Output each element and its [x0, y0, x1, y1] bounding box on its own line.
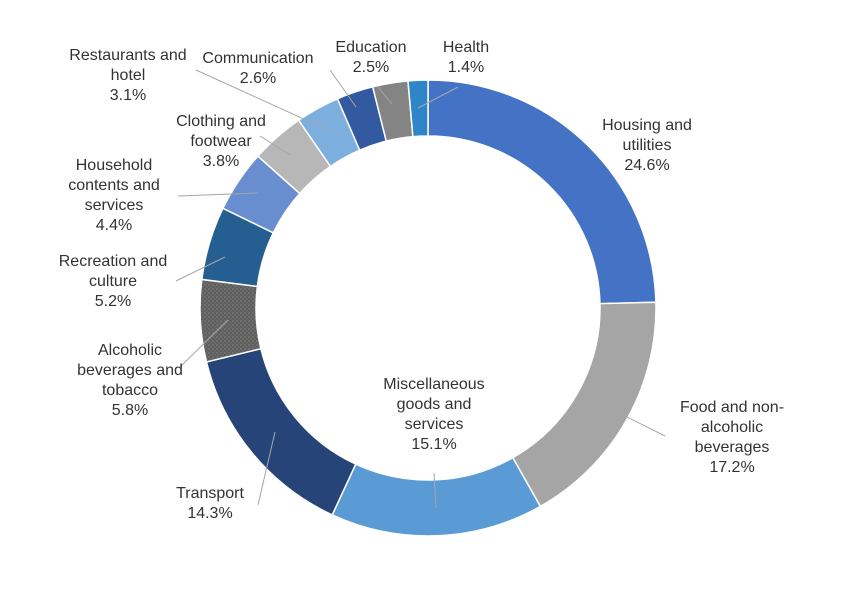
data-label-line: Transport [176, 485, 244, 502]
slice-food-and-non-alcoholic-beverages [511, 301, 657, 508]
data-label-line: footwear [190, 133, 252, 150]
leader-line [417, 86, 459, 109]
data-label-line: Restaurants and [69, 47, 186, 64]
data-label-line: 15.1% [411, 436, 456, 453]
data-label-line: 3.8% [203, 153, 239, 170]
data-label-line: 5.8% [112, 402, 148, 419]
data-label-line: 2.6% [240, 70, 276, 87]
leader-line [177, 192, 259, 197]
slice-housing-and-utilities [427, 79, 657, 305]
data-label-line: Miscellaneous [383, 376, 484, 393]
data-label-line: 24.6% [624, 157, 669, 174]
data-label-line: Health [443, 39, 489, 56]
data-label-line: Recreation and [59, 253, 168, 270]
data-label-line: services [405, 416, 464, 433]
data-label-line: beverages [695, 439, 770, 456]
leader-lines-group [175, 69, 666, 509]
data-label-line: 5.2% [95, 293, 131, 310]
data-label-line: services [85, 197, 144, 214]
leader-line [175, 256, 226, 282]
data-label-line: Housing and [602, 117, 692, 134]
data-labels-group: Housing and utilities 24.6% Food and non-al… [59, 39, 784, 522]
data-label-line: culture [89, 273, 137, 290]
data-label-health: Health 1.4% [443, 39, 489, 76]
leader-line [433, 472, 437, 509]
data-label-line: Communication [202, 50, 313, 67]
leader-line [178, 319, 229, 369]
data-label-line: utilities [623, 137, 672, 154]
data-label-clothing-and-footwear: Clothing and footwear 3.8% [176, 113, 266, 170]
slice-alcoholic-beverages-and-tobacco [199, 278, 262, 363]
leader-line [257, 431, 276, 506]
data-label-education: Education 2.5% [335, 39, 406, 76]
data-label-alcoholic-beverages-and-tobacco: Alcoholic beverages and tobacco 5.8% [77, 342, 183, 419]
leader-line [195, 69, 329, 131]
data-label-line: hotel [111, 67, 146, 84]
data-label-line: Household [76, 157, 153, 174]
data-label-line: 17.2% [709, 459, 754, 476]
data-label-line: tobacco [102, 382, 158, 399]
leader-line [259, 135, 291, 156]
data-label-line: 2.5% [353, 59, 389, 76]
data-label-line: goods and [397, 396, 472, 413]
leader-line [612, 409, 666, 437]
data-label-household-contents-and-services: Household contents and services 4.4% [68, 157, 160, 234]
slice-miscellaneous-goods-and-services [331, 456, 542, 537]
leader-line [329, 69, 357, 108]
data-label-line: beverages and [77, 362, 183, 379]
data-label-line: alcoholic [701, 419, 763, 436]
data-label-communication: Communication 2.6% [202, 50, 313, 87]
data-label-housing-and-utilities: Housing and utilities 24.6% [602, 117, 692, 174]
data-label-food-and-non-alcoholic-beverages: Food and non-alcoholic beverages 17.2% [680, 399, 784, 476]
slice-health [407, 79, 429, 138]
data-label-line: Education [335, 39, 406, 56]
data-label-line: Food and non- [680, 399, 784, 416]
data-label-line: Clothing and [176, 113, 266, 130]
data-label-recreation-and-culture: Recreation and culture 5.2% [59, 253, 168, 310]
data-label-line: 4.4% [96, 217, 132, 234]
data-label-miscellaneous-goods-and-services: Miscellaneous goods and services 15.1% [383, 376, 484, 453]
data-label-transport: Transport 14.3% [176, 485, 244, 522]
data-label-line: contents and [68, 177, 160, 194]
data-label-line: 14.3% [187, 505, 232, 522]
data-label-line: Alcoholic [98, 342, 162, 359]
data-label-line: 1.4% [448, 59, 484, 76]
leader-line [377, 86, 393, 105]
data-label-restaurants-and-hotel: Restaurants and hotel 3.1% [69, 47, 186, 104]
data-label-line: 3.1% [110, 87, 146, 104]
slices-group [199, 79, 657, 537]
